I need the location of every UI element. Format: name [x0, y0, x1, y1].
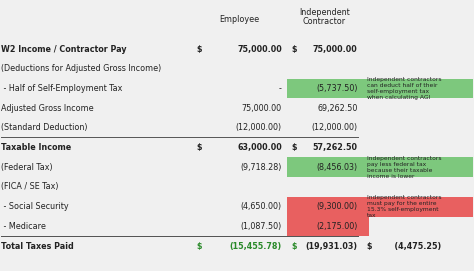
Text: - Half of Self-Employment Tax: - Half of Self-Employment Tax: [0, 84, 122, 93]
Text: $: $: [292, 45, 297, 54]
Text: 75,000.00: 75,000.00: [237, 45, 282, 54]
Text: (12,000.00): (12,000.00): [311, 124, 357, 133]
Text: (15,455.78): (15,455.78): [229, 241, 282, 251]
Text: -: -: [279, 84, 282, 93]
Text: $: $: [197, 241, 202, 251]
Text: $: $: [197, 45, 202, 54]
Text: Taxable Income: Taxable Income: [0, 143, 71, 152]
Text: $: $: [292, 241, 297, 251]
Bar: [287, 79, 474, 98]
Text: 75,000.00: 75,000.00: [242, 104, 282, 113]
Bar: [287, 217, 369, 236]
Text: (4,650.00): (4,650.00): [241, 202, 282, 211]
Text: $: $: [292, 143, 297, 152]
Text: 75,000.00: 75,000.00: [313, 45, 357, 54]
Text: - Social Security: - Social Security: [0, 202, 68, 211]
Bar: [287, 197, 474, 217]
Text: W2 Income / Contractor Pay: W2 Income / Contractor Pay: [0, 45, 126, 54]
Text: Independent contractors
pay less federal tax
because their taxable
income is low: Independent contractors pay less federal…: [367, 156, 441, 179]
Text: (1,087.50): (1,087.50): [241, 222, 282, 231]
Text: Contractor: Contractor: [303, 17, 346, 26]
Bar: [287, 157, 474, 177]
Text: Employee: Employee: [219, 15, 259, 24]
Text: Total Taxes Paid: Total Taxes Paid: [0, 241, 73, 251]
Text: $        (4,475.25): $ (4,475.25): [367, 241, 441, 251]
Text: - Medicare: - Medicare: [0, 222, 46, 231]
Text: $: $: [197, 143, 202, 152]
Text: (12,000.00): (12,000.00): [236, 124, 282, 133]
Text: (9,718.28): (9,718.28): [240, 163, 282, 172]
Text: (Standard Deduction): (Standard Deduction): [0, 124, 87, 133]
Text: (9,300.00): (9,300.00): [316, 202, 357, 211]
Text: (Federal Tax): (Federal Tax): [0, 163, 52, 172]
Text: (19,931.03): (19,931.03): [305, 241, 357, 251]
Text: 69,262.50: 69,262.50: [317, 104, 357, 113]
Text: 57,262.50: 57,262.50: [312, 143, 357, 152]
Text: Independent contractors
must pay for the entire
15.3% self-employment
tax: Independent contractors must pay for the…: [367, 195, 441, 218]
Text: (5,737.50): (5,737.50): [316, 84, 357, 93]
Text: Independent contractors
can deduct half of their
self-employment tax
when calcul: Independent contractors can deduct half …: [367, 77, 441, 100]
Text: (8,456.03): (8,456.03): [316, 163, 357, 172]
Text: Adjusted Gross Income: Adjusted Gross Income: [0, 104, 93, 113]
Text: Independent: Independent: [299, 8, 350, 17]
Text: (2,175.00): (2,175.00): [316, 222, 357, 231]
Text: 63,000.00: 63,000.00: [237, 143, 282, 152]
Text: (FICA / SE Tax): (FICA / SE Tax): [0, 182, 58, 192]
Text: (Deductions for Adjusted Gross Income): (Deductions for Adjusted Gross Income): [0, 64, 161, 73]
